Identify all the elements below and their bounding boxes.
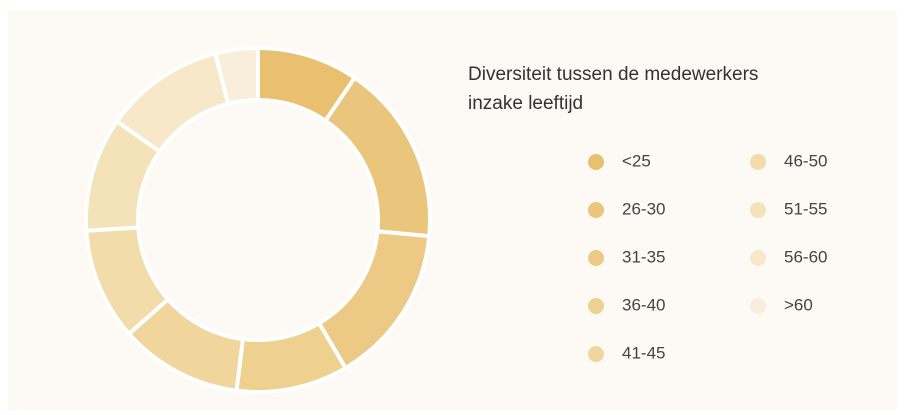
legend-label: 41-45 xyxy=(622,343,665,362)
legend-swatch xyxy=(588,298,604,314)
legend-swatch xyxy=(750,154,766,170)
legend-label: 26-30 xyxy=(622,199,665,218)
legend-swatch xyxy=(588,154,604,170)
legend-swatch xyxy=(750,250,766,266)
legend-label: 36-40 xyxy=(622,295,665,314)
legend-label: 51-55 xyxy=(784,199,827,218)
legend-swatch xyxy=(588,250,604,266)
legend-label: 56-60 xyxy=(784,247,827,266)
donut-segment xyxy=(322,74,432,239)
legend-swatch xyxy=(588,202,604,218)
legend-label: 31-35 xyxy=(622,247,665,266)
legend-swatch xyxy=(750,202,766,218)
legend-label: >60 xyxy=(784,295,813,314)
donut-segment xyxy=(212,45,260,107)
legend-label: <25 xyxy=(622,151,651,170)
legend-swatch xyxy=(750,298,766,314)
legend-swatch xyxy=(588,346,604,362)
legend-label: 46-50 xyxy=(784,151,827,170)
chart-title: Diversiteit tussen de medewerkers inzake… xyxy=(468,64,759,114)
